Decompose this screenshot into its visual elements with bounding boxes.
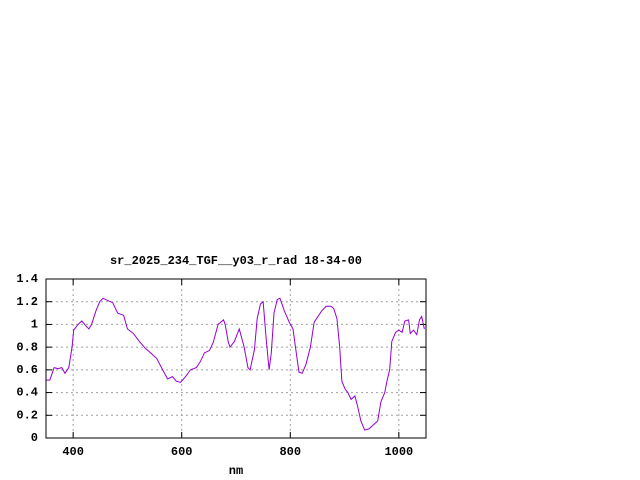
- data-line: [46, 297, 425, 431]
- y-tick-label: 0: [31, 431, 38, 445]
- y-tick-label: 0.8: [16, 340, 38, 354]
- y-tick-label: 0.2: [16, 408, 38, 422]
- y-tick-label: 0.4: [16, 386, 38, 400]
- x-tick-label: 400: [62, 445, 84, 459]
- x-tick-label: 600: [171, 445, 193, 459]
- y-tick-label: 1: [31, 318, 38, 332]
- chart-title: sr_2025_234_TGF__y03_r_rad 18-34-00: [110, 254, 362, 268]
- x-tick-label: 1000: [384, 445, 413, 459]
- y-tick-label: 0.6: [16, 363, 38, 377]
- y-tick-label: 1.4: [16, 272, 38, 286]
- x-axis-label: nm: [229, 464, 243, 478]
- y-tick-label: 1.2: [16, 295, 38, 309]
- x-tick-label: 800: [279, 445, 301, 459]
- plot-border: [45, 278, 427, 439]
